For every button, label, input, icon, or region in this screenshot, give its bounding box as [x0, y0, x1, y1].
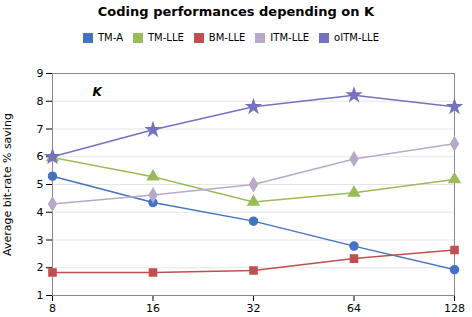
svg-text:64: 64: [347, 302, 361, 315]
html-text:TM-A: TM-A: [98, 32, 123, 43]
svg-text:1: 1: [37, 289, 44, 302]
html-text:oITM-LLE: oITM-LLE: [334, 32, 379, 43]
svg-text:3: 3: [37, 234, 44, 247]
svg-text:16: 16: [146, 302, 160, 315]
svg-text:Average bit-rate % saving: Average bit-rate % saving: [1, 113, 14, 256]
svg-text:128: 128: [444, 302, 465, 315]
svg-text:8: 8: [49, 302, 56, 315]
svg-text:8: 8: [37, 95, 44, 108]
html-text:ITM-LLE: ITM-LLE: [270, 32, 310, 43]
svg-text:2: 2: [37, 261, 44, 274]
svg-text:K: K: [93, 85, 104, 99]
svg-text:7: 7: [37, 123, 44, 136]
svg-text:5: 5: [37, 178, 44, 191]
svg-text:9: 9: [37, 67, 44, 80]
svg-text:4: 4: [37, 206, 44, 219]
svg-text:32: 32: [247, 302, 261, 315]
html-text:BM-LLE: BM-LLE: [208, 32, 246, 43]
html-text:TM-LLE: TM-LLE: [148, 32, 184, 43]
html-text:Coding performances depending: Coding performances depending on K: [97, 4, 375, 19]
svg-text:6: 6: [37, 150, 44, 163]
